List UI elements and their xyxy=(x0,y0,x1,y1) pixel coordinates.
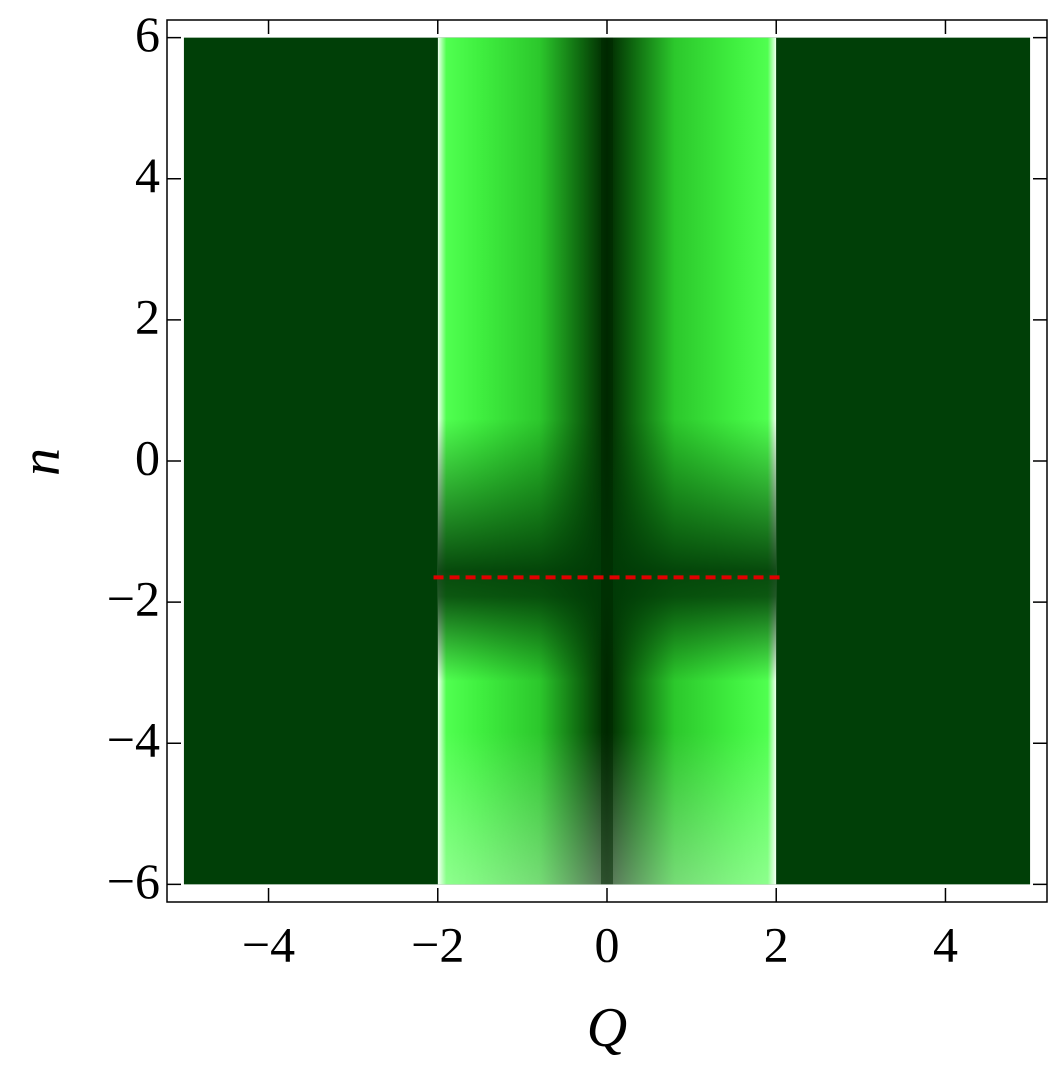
band xyxy=(437,37,777,885)
center-dark xyxy=(601,37,613,885)
y-tick-label: −6 xyxy=(107,853,160,909)
y-tick-label: 0 xyxy=(135,429,160,485)
y-tick-label: 6 xyxy=(135,6,160,62)
x-tick-label: 4 xyxy=(933,916,958,972)
y-tick-label: −4 xyxy=(107,712,160,768)
y-tick-label: 4 xyxy=(135,147,160,203)
x-tick-label: −4 xyxy=(242,916,295,972)
density-field xyxy=(183,37,1031,885)
axes: −4 −2 0 2 4 −6 −4 −2 0 2 4 6 xyxy=(107,6,1048,972)
y-tick-label: 2 xyxy=(135,288,160,344)
x-tick-label: 2 xyxy=(764,916,789,972)
x-tick-label: 0 xyxy=(595,916,620,972)
x-tick-label: −2 xyxy=(411,916,464,972)
y-tick-label: −2 xyxy=(107,571,160,627)
x-axis-label: Q xyxy=(587,997,627,1059)
y-axis-label: n xyxy=(10,448,72,476)
